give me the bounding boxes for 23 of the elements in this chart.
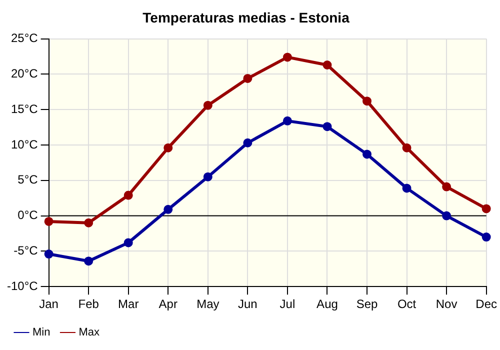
x-tick-label: Mar	[118, 297, 139, 312]
y-tick-label: 5°C	[18, 172, 38, 187]
y-tick-label: 15°C	[10, 102, 38, 116]
x-tick-label: Jan	[39, 297, 58, 312]
x-tick-label: Oct	[397, 297, 417, 312]
x-tick-label: Nov	[436, 297, 458, 312]
y-tick-label: 20°C	[10, 66, 38, 81]
x-tick-label: Aug	[316, 297, 338, 312]
legend-label: Max	[78, 326, 100, 339]
chart-title: Temperaturas medias - Estonia	[142, 9, 350, 26]
y-tick-label: 0°C	[18, 208, 38, 222]
x-tick-label: Jun	[238, 297, 258, 312]
x-tick-label: Jul	[280, 297, 296, 312]
x-tick-label: May	[196, 297, 220, 312]
y-tick-label: -5°C	[14, 244, 38, 258]
x-tick-label: Dec	[476, 297, 497, 312]
legend-label: Min	[32, 326, 50, 339]
y-tick-label: -10°C	[6, 278, 38, 293]
x-tick-label: Feb	[78, 297, 100, 312]
y-tick-label: 10°C	[10, 137, 38, 152]
x-tick-label: Sep	[356, 297, 378, 312]
y-tick-label: 25°C	[10, 31, 38, 46]
x-tick-label: Apr	[158, 297, 178, 312]
